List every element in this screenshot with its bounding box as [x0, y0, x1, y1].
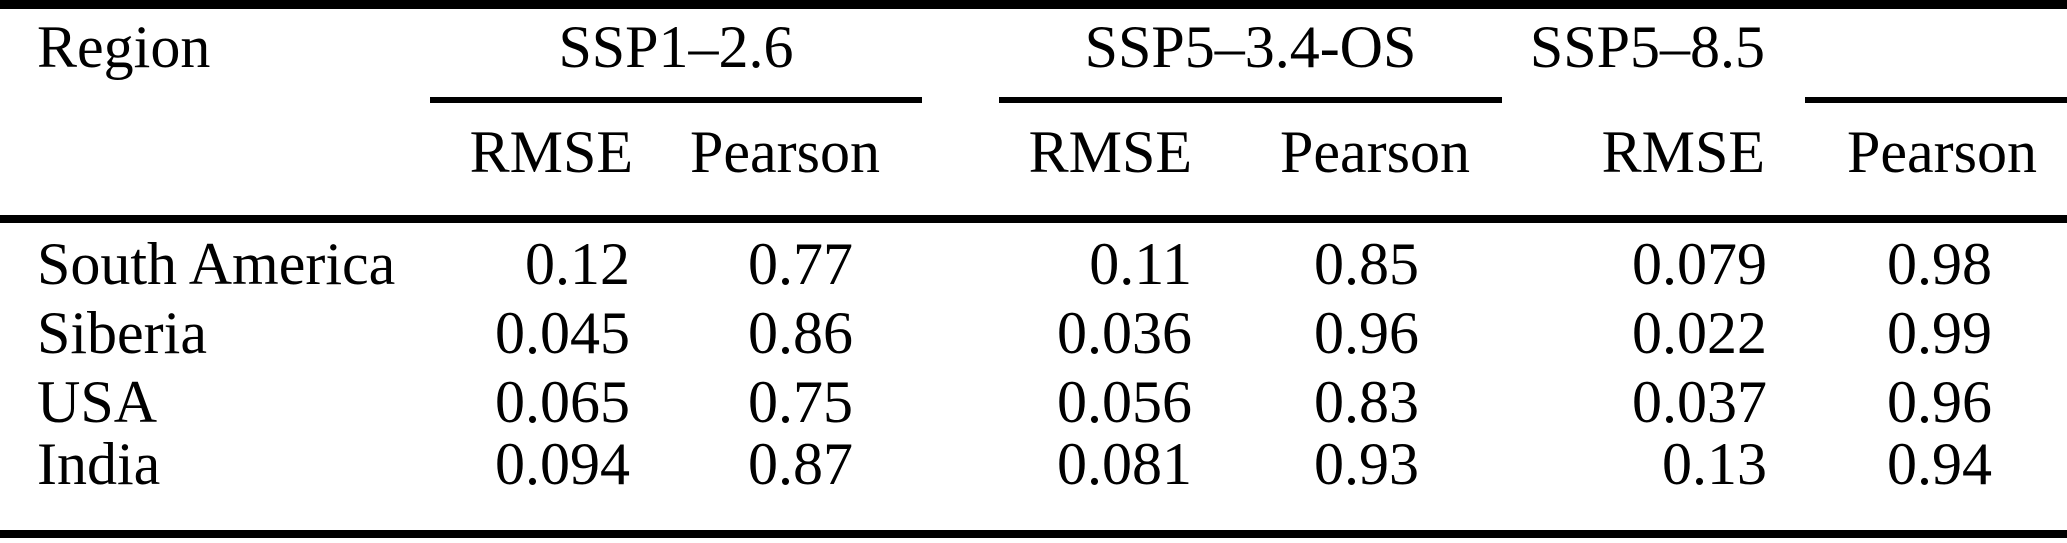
rmse-cell: 0.081: [1057, 431, 1192, 497]
rmse-cell: 0.036: [1057, 300, 1192, 366]
table-top-rule: [0, 0, 2067, 9]
table-bottom-rule: [0, 530, 2067, 538]
rmse-cell: 0.11: [1089, 231, 1192, 297]
rmse-cell: 0.065: [495, 369, 630, 435]
column-header-rmse-ssp1-2-6: RMSE: [469, 119, 633, 185]
column-header-rmse-ssp5-3-4-os: RMSE: [1028, 119, 1192, 185]
rmse-cell: 0.079: [1632, 231, 1767, 297]
column-header-region: Region: [37, 14, 211, 80]
pearson-cell: 0.77: [748, 231, 853, 297]
pearson-cell: 0.87: [748, 431, 853, 497]
rmse-cell: 0.056: [1057, 369, 1192, 435]
region-cell: South America: [37, 231, 396, 297]
column-header-rmse-ssp5-8-5: RMSE: [1601, 119, 1765, 185]
table-header-rule: [0, 215, 2067, 223]
region-cell: USA: [37, 369, 158, 435]
group-underline-ssp5-8-5: [1805, 97, 2067, 103]
rmse-cell: 0.094: [495, 431, 630, 497]
pearson-cell: 0.85: [1314, 231, 1419, 297]
pearson-cell: 0.96: [1887, 369, 1992, 435]
column-header-pearson-ssp1-2-6: Pearson: [690, 119, 880, 185]
group-header-ssp1-2-6: SSP1–2.6: [558, 14, 794, 80]
group-header-ssp5-8-5: SSP5–8.5: [1529, 14, 1765, 80]
column-header-pearson-ssp5-8-5: Pearson: [1847, 119, 2037, 185]
pearson-cell: 0.86: [748, 300, 853, 366]
pearson-cell: 0.96: [1314, 300, 1419, 366]
pearson-cell: 0.75: [748, 369, 853, 435]
rmse-cell: 0.13: [1662, 431, 1767, 497]
column-header-pearson-ssp5-3-4-os: Pearson: [1280, 119, 1470, 185]
rmse-cell: 0.045: [495, 300, 630, 366]
pearson-cell: 0.93: [1314, 431, 1419, 497]
rmse-cell: 0.037: [1632, 369, 1767, 435]
pearson-cell: 0.99: [1887, 300, 1992, 366]
pearson-cell: 0.94: [1887, 431, 1992, 497]
region-cell: Siberia: [37, 300, 207, 366]
pearson-cell: 0.98: [1887, 231, 1992, 297]
group-underline-ssp5-3-4-os: [999, 97, 1502, 103]
group-underline-ssp1-2-6: [430, 97, 922, 103]
group-header-ssp5-3-4-os: SSP5–3.4-OS: [1084, 14, 1417, 80]
rmse-cell: 0.022: [1632, 300, 1767, 366]
pearson-cell: 0.83: [1314, 369, 1419, 435]
region-cell: India: [37, 431, 161, 497]
rmse-cell: 0.12: [525, 231, 630, 297]
